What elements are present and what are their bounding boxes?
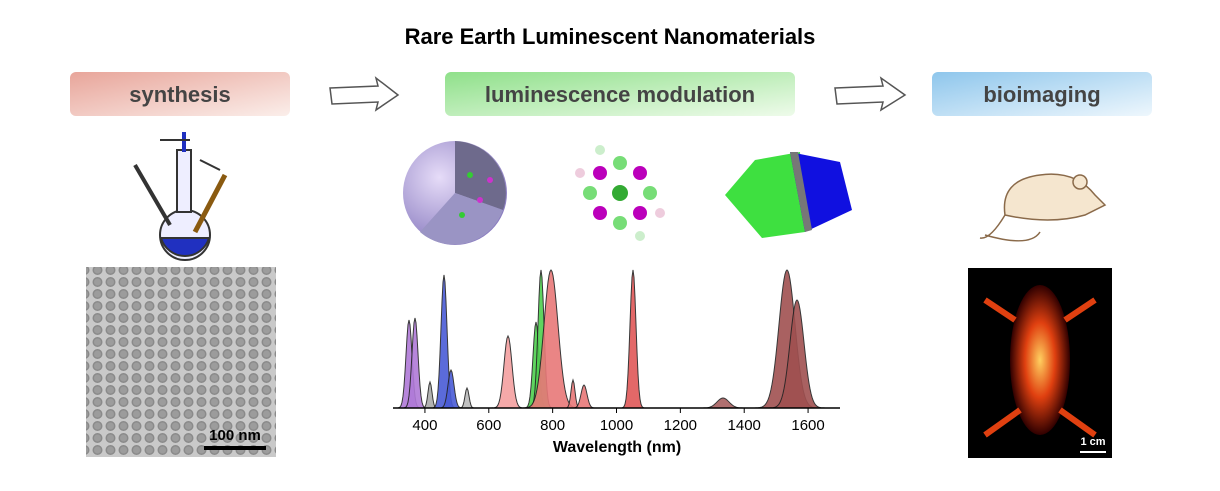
x-tick-label: 400 [412, 417, 437, 434]
x-tick-label: 1600 [791, 417, 824, 434]
stage-label: synthesis [129, 82, 231, 107]
lattice [575, 145, 665, 241]
scale-label: 1 cm [1080, 436, 1105, 448]
core-shell-sphere [403, 141, 507, 245]
title: Rare Earth Luminescent Nanomaterials [405, 24, 816, 49]
stage-box [932, 72, 1152, 116]
stage-boxes: synthesis luminescence modulation bioima… [70, 72, 1152, 116]
arrow [329, 76, 400, 112]
x-tick-label: 1000 [600, 417, 633, 434]
arrow [834, 76, 907, 112]
arrows [329, 76, 907, 112]
spectrum-peak [458, 386, 476, 409]
spectrum-peak [491, 334, 525, 409]
spectrum-peak [620, 269, 646, 409]
prism [725, 152, 852, 238]
spectrum-peak [698, 397, 748, 409]
scale-label: 100 nm [209, 427, 261, 444]
x-tick-label: 1200 [664, 417, 697, 434]
flask [133, 132, 228, 261]
stage-label: bioimaging [983, 82, 1100, 107]
spectrum-peak [768, 299, 826, 409]
fluorescence-image: 1 cm [968, 268, 1112, 458]
x-tick-label: 600 [476, 417, 501, 434]
x-tick-label: 1400 [728, 417, 761, 434]
stage-box [445, 72, 795, 116]
x-tick-label: 800 [540, 417, 565, 434]
stage-label: luminescence modulation [485, 82, 755, 107]
spectrum-peak [402, 317, 428, 409]
stage-box [70, 72, 290, 116]
x-axis-label: Wavelength (nm) [553, 439, 681, 456]
mouse-cartoon [979, 173, 1107, 242]
tem-image: 100 nm [86, 267, 276, 457]
spectrum: Wavelength (nm) 400 600 800 1000 1200 1400 160… [393, 269, 840, 456]
